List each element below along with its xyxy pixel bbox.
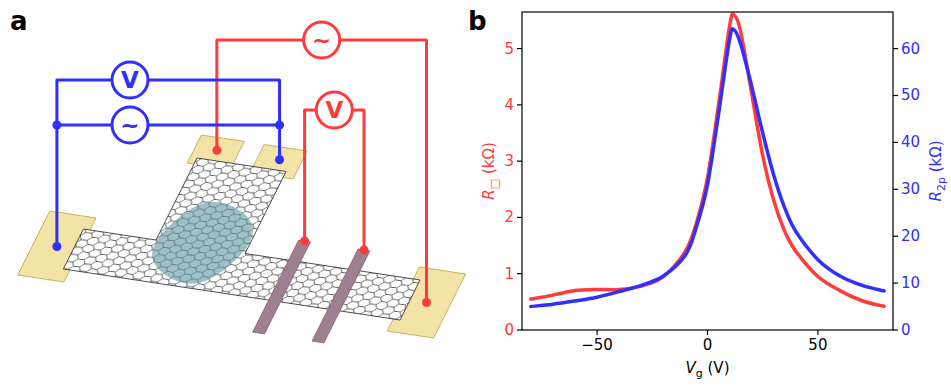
plot-frame — [522, 12, 893, 330]
contact-dot — [212, 146, 221, 155]
ac-source-circle — [304, 22, 340, 58]
wire — [57, 124, 280, 127]
series-line — [531, 29, 884, 307]
tick-mark — [517, 104, 522, 105]
tick-mark — [517, 329, 522, 330]
tick-label: 2 — [504, 208, 514, 226]
ac-source: ~ — [312, 27, 331, 53]
figure: a~~VV−500500123450102030405060Vg (V)R□ (… — [0, 0, 951, 387]
tick-mark — [893, 95, 898, 96]
tick-label: 0 — [703, 336, 713, 354]
graphene — [63, 158, 420, 320]
axis-title: R□ (kΩ) — [480, 142, 501, 199]
tick-mark — [817, 330, 818, 335]
panel-b: −500500123450102030405060Vg (V)R□ (kΩ)R2… — [468, 6, 948, 380]
panel-label: a — [10, 6, 28, 36]
contact-dot — [422, 298, 431, 307]
tick-label: 40 — [901, 133, 920, 151]
tick-mark — [893, 236, 898, 237]
voltmeter: V — [325, 97, 343, 123]
tick-mark — [517, 217, 522, 218]
wire — [57, 80, 280, 247]
panel-label: b — [468, 6, 487, 36]
tick-mark — [893, 48, 898, 49]
tick-label: 5 — [504, 40, 514, 58]
wire — [305, 110, 364, 250]
contact-dot — [360, 246, 369, 255]
tick-mark — [893, 189, 898, 190]
tick-label: 0 — [901, 321, 911, 339]
ac-source-circle — [112, 107, 148, 143]
axis-title: Vg (V) — [686, 359, 730, 380]
axis-title: R2p (kΩ) — [927, 140, 948, 201]
panel-a: a ~ ~ V V — [10, 6, 466, 343]
series-group — [531, 14, 884, 307]
series-line — [531, 14, 884, 306]
tick-mark — [517, 48, 522, 49]
contact-dot — [52, 242, 61, 251]
tick-label: 3 — [504, 152, 514, 170]
sample-region — [152, 202, 253, 284]
tick-mark — [893, 329, 898, 330]
tick-label: −50 — [581, 336, 613, 354]
tick-mark — [893, 142, 898, 143]
tick-label: 60 — [901, 40, 920, 58]
tick-mark — [517, 161, 522, 162]
tick-mark — [707, 330, 708, 335]
ac-source: ~ — [120, 112, 139, 138]
tick-label: 0 — [504, 321, 514, 339]
contact-dot — [275, 155, 284, 164]
tick-label: 10 — [901, 274, 920, 292]
contact-dot — [300, 237, 309, 246]
voltmeter: V — [121, 67, 139, 93]
tick-label: 30 — [901, 180, 920, 198]
voltage-probe — [312, 249, 370, 343]
tick-label: 50 — [808, 336, 827, 354]
voltmeter-circle — [112, 62, 148, 98]
voltmeter-circle — [316, 92, 352, 128]
contact-dot — [52, 121, 61, 130]
tick-label: 1 — [504, 265, 514, 283]
tick-mark — [893, 282, 898, 283]
tick-label: 4 — [504, 96, 514, 114]
voltage-probe — [253, 240, 311, 334]
contact-dot — [275, 121, 284, 130]
tick-label: 50 — [901, 86, 920, 104]
tick-mark — [596, 330, 597, 335]
tick-mark — [517, 273, 522, 274]
tick-label: 20 — [901, 227, 920, 245]
